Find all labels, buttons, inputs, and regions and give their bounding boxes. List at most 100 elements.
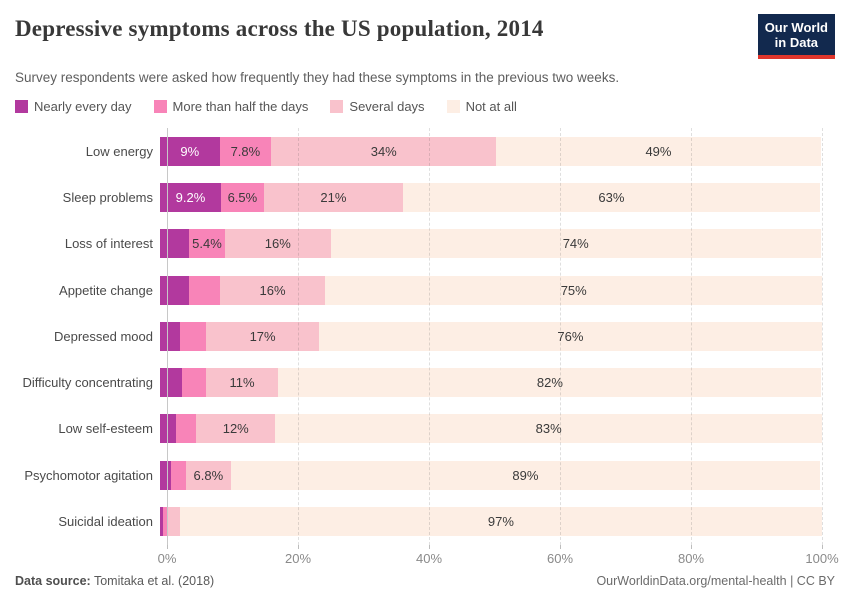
bar-value-label: 49% (645, 143, 672, 159)
owid-logo-line2: in Data (774, 35, 819, 50)
bar-segment[interactable] (166, 507, 180, 537)
chart-row: Sleep problems 9.2% 6.5% 21% 63% (15, 174, 822, 220)
bar-segment[interactable] (162, 507, 167, 537)
legend-item[interactable]: More than half the days (153, 99, 308, 114)
stacked-bar: 11% 82% (160, 368, 822, 398)
category-label: Suicidal ideation (58, 514, 153, 530)
bar-segment[interactable]: 9.2% (160, 182, 221, 212)
axis-tick (560, 544, 561, 549)
bar-value-label: 5.4% (192, 236, 222, 252)
axis-tick (822, 544, 823, 549)
legend: Nearly every day More than half the days S… (15, 99, 835, 114)
category-label: Loss of interest (64, 236, 153, 252)
legend-item[interactable]: Nearly every day (15, 99, 132, 114)
x-axis-tick-label: 0% (157, 550, 177, 566)
stacked-bar: 9.2% 6.5% 21% 63% (160, 182, 822, 212)
bar-segment[interactable]: 11% (205, 368, 279, 398)
category-label: Depressed mood (54, 328, 153, 344)
data-source-label: Data source: (15, 574, 91, 588)
bar-value-label: 74% (562, 236, 589, 252)
chart-row: Psychomotor agitation 6.8% 89% (15, 452, 822, 498)
x-axis-tick-label: 40% (415, 550, 443, 566)
bar-value-label: 16% (264, 236, 291, 252)
legend-label: Not at all (465, 99, 517, 114)
bar-segment[interactable] (179, 321, 207, 351)
bar-segment[interactable]: 82% (278, 368, 822, 398)
bar-value-label: 7.8% (230, 143, 261, 159)
bar-segment[interactable]: 97% (179, 507, 822, 537)
bar-segment[interactable] (160, 321, 180, 351)
bar-segment[interactable] (160, 507, 163, 537)
bar-value-label: 63% (598, 189, 625, 205)
x-axis: 0% 20% 40% 60% 80% 100% (158, 544, 839, 569)
axis-tick (167, 544, 168, 549)
chart-row: Appetite change 16% 75% (15, 267, 822, 313)
bar-segment[interactable]: 83% (275, 414, 823, 444)
chart-rows: Low energy 9% 7.8% 34% 49% Sleep problems 9.2%… (15, 128, 823, 545)
chart-row: Loss of interest 5.4% 16% 74% (15, 221, 822, 267)
bar-value-label: 89% (512, 467, 539, 483)
bar-segment[interactable]: 7.8% (219, 136, 272, 166)
x-axis-tick-label: 80% (677, 550, 705, 566)
chart-title: Depressive symptoms across the US popula… (15, 16, 544, 41)
bar-segment[interactable] (160, 229, 190, 259)
bar-value-label: 17% (249, 328, 276, 344)
footer: Data source: Tomitaka et al. (2018) OurW… (15, 574, 835, 588)
bar-segment[interactable]: 6.8% (185, 460, 231, 490)
owid-logo[interactable]: Our World in Data (757, 14, 835, 59)
bar-segment[interactable]: 63% (402, 182, 820, 212)
legend-swatch (446, 100, 460, 113)
bar-segment[interactable] (175, 414, 197, 444)
owid-logo-line1: Our World (764, 20, 828, 35)
bar-segment[interactable] (160, 414, 176, 444)
footer-separator: | (786, 574, 797, 588)
owid-link[interactable]: OurWorldinData.org/mental-health (596, 574, 787, 588)
bar-segment[interactable]: 17% (206, 321, 319, 351)
legend-item[interactable]: Several days (330, 99, 425, 114)
bar-value-label: 83% (535, 421, 562, 437)
footer-right: OurWorldinData.org/mental-health | CC BY (596, 574, 835, 588)
plot-area: Low energy 9% 7.8% 34% 49% Sleep problems 9.2%… (15, 128, 823, 545)
bar-segment[interactable] (160, 460, 172, 490)
legend-label: Nearly every day (34, 99, 132, 114)
stacked-bar: 17% 76% (160, 321, 822, 351)
bar-segment[interactable]: 49% (496, 136, 821, 166)
gridline (822, 128, 823, 545)
category-label: Sleep problems (62, 189, 153, 205)
bar-value-label: 12% (222, 421, 249, 437)
legend-swatch (153, 100, 167, 113)
header: Depressive symptoms across the US popula… (15, 14, 835, 59)
bar-segment[interactable]: 89% (230, 460, 820, 490)
legend-item[interactable]: Not at all (446, 99, 517, 114)
bar-segment[interactable]: 12% (196, 414, 276, 444)
bar-value-label: 97% (487, 514, 514, 530)
bar-segment[interactable]: 5.4% (189, 229, 225, 259)
bar-segment[interactable]: 74% (330, 229, 821, 259)
chart-row: Depressed mood 17% 76% (15, 313, 822, 359)
stacked-bar-chart: Low energy 9% 7.8% 34% 49% Sleep problems 9.2%… (15, 128, 839, 569)
bar-value-label: 75% (560, 282, 587, 298)
data-source: Data source: Tomitaka et al. (2018) (15, 574, 214, 588)
bar-segment[interactable]: 76% (318, 321, 822, 351)
axis-tick (691, 544, 692, 549)
x-axis-tick-label: 100% (805, 550, 839, 566)
bar-segment[interactable]: 16% (219, 275, 326, 305)
stacked-bar: 5.4% 16% 74% (160, 229, 822, 259)
stacked-bar: 16% 75% (160, 275, 822, 305)
bar-value-label: 6.5% (227, 189, 258, 205)
bar-value-label: 16% (259, 282, 286, 298)
bar-segment[interactable] (160, 368, 182, 398)
bar-segment[interactable] (189, 275, 220, 305)
bar-segment[interactable]: 34% (271, 136, 497, 166)
bar-segment[interactable]: 9% (160, 136, 220, 166)
chart-row: Suicidal ideation 97% (15, 498, 822, 544)
bar-segment[interactable]: 6.5% (220, 182, 264, 212)
bar-segment[interactable] (171, 460, 186, 490)
bar-segment[interactable] (181, 368, 206, 398)
bar-segment[interactable] (160, 275, 190, 305)
axis-tick (429, 544, 430, 549)
bar-segment[interactable]: 75% (325, 275, 822, 305)
x-axis-tick-label: 60% (546, 550, 574, 566)
bar-segment[interactable]: 16% (224, 229, 331, 259)
bar-segment[interactable]: 21% (263, 182, 403, 212)
